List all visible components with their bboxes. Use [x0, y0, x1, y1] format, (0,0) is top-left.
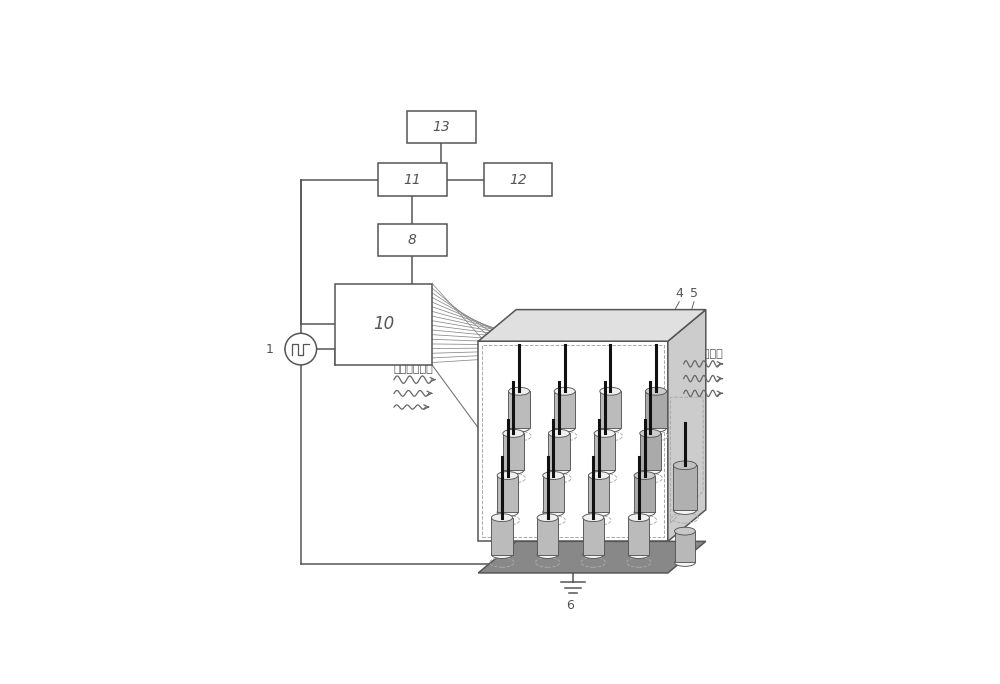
Bar: [482, 345, 664, 537]
Ellipse shape: [503, 466, 524, 474]
Text: 13: 13: [433, 120, 450, 134]
Text: 12: 12: [509, 172, 527, 187]
Bar: [491, 518, 512, 555]
Bar: [588, 475, 609, 512]
Bar: [554, 391, 575, 428]
Ellipse shape: [543, 508, 564, 516]
Ellipse shape: [491, 514, 512, 522]
Ellipse shape: [640, 466, 661, 474]
Ellipse shape: [640, 430, 661, 437]
Ellipse shape: [548, 430, 570, 437]
Polygon shape: [668, 310, 706, 541]
Polygon shape: [478, 541, 706, 573]
Ellipse shape: [675, 527, 695, 535]
Ellipse shape: [673, 461, 697, 470]
Text: 4: 4: [675, 287, 683, 300]
Polygon shape: [478, 341, 668, 541]
Bar: [640, 434, 661, 470]
Text: 入射太赫兹波: 入射太赫兹波: [394, 365, 434, 374]
Bar: [503, 434, 524, 470]
Text: 8: 8: [408, 233, 417, 247]
Ellipse shape: [537, 514, 558, 522]
Bar: [634, 475, 655, 512]
Bar: [497, 475, 518, 512]
Ellipse shape: [583, 514, 604, 522]
Ellipse shape: [508, 424, 530, 432]
Ellipse shape: [645, 387, 667, 395]
Ellipse shape: [537, 551, 558, 558]
Ellipse shape: [588, 508, 609, 516]
Bar: [583, 518, 604, 555]
Ellipse shape: [497, 471, 518, 479]
Bar: [378, 163, 447, 196]
Ellipse shape: [600, 424, 621, 432]
Circle shape: [285, 333, 317, 365]
Ellipse shape: [594, 466, 615, 474]
Text: 6: 6: [566, 599, 574, 612]
Text: 出射太赫兹波: 出射太赫兹波: [684, 349, 723, 358]
Bar: [628, 518, 649, 555]
Bar: [543, 475, 564, 512]
Bar: [484, 163, 552, 196]
Bar: [378, 224, 447, 256]
Ellipse shape: [508, 387, 530, 395]
Ellipse shape: [554, 424, 575, 432]
Bar: [675, 531, 695, 562]
Ellipse shape: [628, 514, 649, 522]
Ellipse shape: [634, 508, 655, 516]
Bar: [594, 434, 615, 470]
Ellipse shape: [554, 387, 575, 395]
Ellipse shape: [634, 471, 655, 479]
Ellipse shape: [673, 505, 697, 514]
Ellipse shape: [543, 471, 564, 479]
Text: 1: 1: [265, 343, 273, 356]
Ellipse shape: [594, 430, 615, 437]
Text: 11: 11: [404, 172, 421, 187]
Bar: [508, 391, 530, 428]
Ellipse shape: [600, 387, 621, 395]
Ellipse shape: [675, 559, 695, 566]
Bar: [645, 391, 667, 428]
Bar: [407, 111, 476, 143]
Ellipse shape: [588, 471, 609, 479]
Bar: [335, 284, 432, 365]
Ellipse shape: [503, 430, 524, 437]
Ellipse shape: [497, 508, 518, 516]
Ellipse shape: [645, 424, 667, 432]
Text: 5: 5: [690, 287, 698, 300]
Ellipse shape: [491, 551, 512, 558]
Text: 10: 10: [373, 315, 394, 333]
Ellipse shape: [628, 551, 649, 558]
Bar: [673, 465, 697, 510]
Bar: [537, 518, 558, 555]
Ellipse shape: [548, 466, 570, 474]
Polygon shape: [478, 310, 706, 341]
Ellipse shape: [583, 551, 604, 558]
Bar: [600, 391, 621, 428]
Bar: [548, 434, 570, 470]
